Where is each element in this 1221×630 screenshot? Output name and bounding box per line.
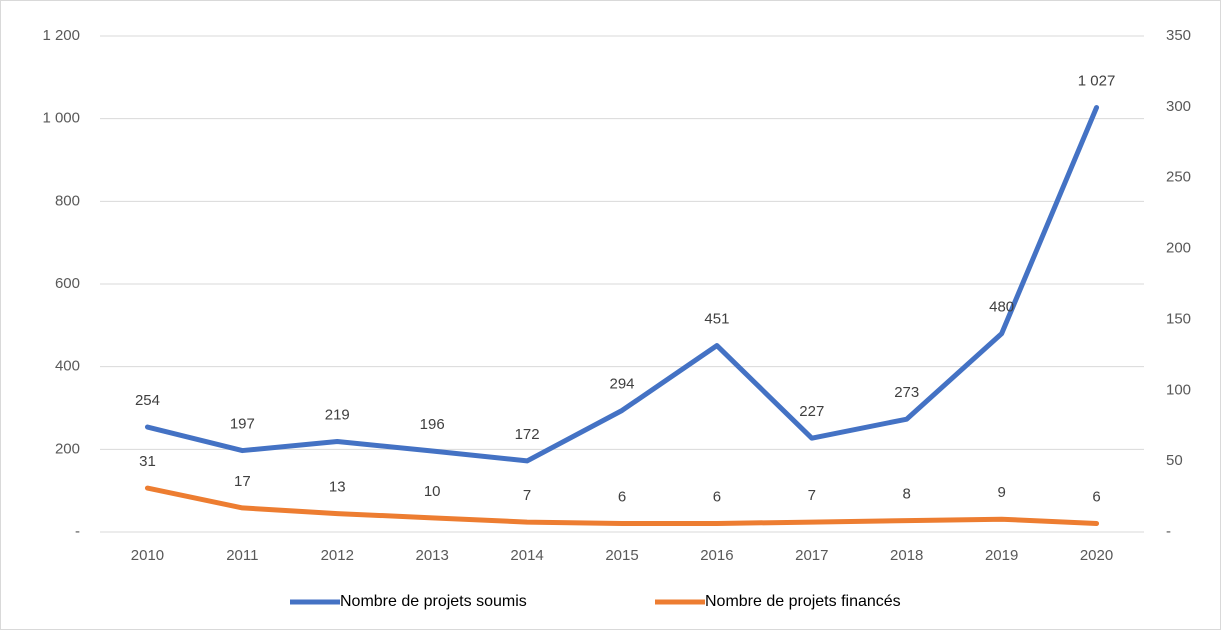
data-label: 9: [997, 484, 1005, 501]
data-label: 197: [230, 416, 255, 433]
x-tick-label: 2019: [985, 547, 1018, 564]
data-label: 7: [808, 487, 816, 504]
data-label: 196: [420, 416, 445, 433]
y-tick-label: 800: [55, 192, 80, 209]
y-tick-label: 1 200: [42, 27, 80, 44]
data-label: 17: [234, 473, 251, 490]
data-label: 254: [135, 392, 160, 409]
x-tick-label: 2014: [510, 547, 543, 564]
data-label: 31: [139, 453, 156, 470]
y2-tick-label: 250: [1166, 169, 1191, 186]
y2-tick-label: 50: [1166, 452, 1183, 469]
y2-tick-label: 350: [1166, 27, 1191, 44]
x-tick-label: 2016: [700, 547, 733, 564]
data-label: 294: [609, 375, 634, 392]
y-tick-label: -: [75, 523, 80, 540]
data-label: 172: [515, 426, 540, 443]
x-tick-label: 2018: [890, 547, 923, 564]
y2-tick-label: 200: [1166, 240, 1191, 257]
x-tick-label: 2017: [795, 547, 828, 564]
y2-tick-label: -: [1166, 523, 1171, 540]
data-label: 273: [894, 384, 919, 401]
data-label: 6: [618, 488, 626, 505]
series-line: [144, 485, 1100, 526]
data-label: 6: [1092, 488, 1100, 505]
data-label: 7: [523, 487, 531, 504]
data-label: 8: [903, 486, 911, 503]
data-label: 480: [989, 299, 1014, 316]
y2-tick-label: 150: [1166, 310, 1191, 327]
y2-tick-label: 300: [1166, 98, 1191, 115]
y-tick-label: 400: [55, 358, 80, 375]
y-tick-label: 1 000: [42, 110, 80, 127]
data-label: 13: [329, 479, 346, 496]
data-label: 219: [325, 406, 350, 423]
y-tick-label: 200: [55, 440, 80, 457]
data-label: 1 027: [1078, 72, 1116, 89]
data-label: 451: [704, 311, 729, 328]
data-label: 10: [424, 483, 441, 500]
x-tick-label: 2020: [1080, 547, 1113, 564]
y2-tick-label: 100: [1166, 381, 1191, 398]
data-label: 6: [713, 488, 721, 505]
x-tick-label: 2015: [605, 547, 638, 564]
x-tick-label: 2013: [415, 547, 448, 564]
legend-label: Nombre de projets financés: [705, 593, 901, 610]
series-line: [144, 105, 1100, 464]
y-tick-label: 600: [55, 275, 80, 292]
x-tick-label: 2011: [226, 547, 258, 564]
data-label: 227: [799, 403, 824, 420]
x-tick-label: 2012: [321, 547, 354, 564]
x-tick-label: 2010: [131, 547, 164, 564]
legend-label: Nombre de projets soumis: [340, 593, 527, 610]
